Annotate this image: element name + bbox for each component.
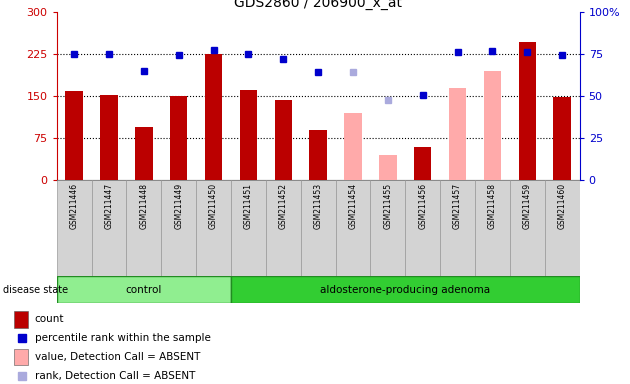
- Text: disease state: disease state: [3, 285, 68, 295]
- Bar: [205, 54, 222, 180]
- FancyBboxPatch shape: [91, 180, 127, 276]
- Text: GSM211455: GSM211455: [384, 184, 392, 230]
- Bar: [100, 95, 118, 180]
- Bar: [449, 88, 466, 180]
- Bar: [344, 113, 362, 180]
- Text: value, Detection Call = ABSENT: value, Detection Call = ABSENT: [35, 353, 200, 362]
- FancyBboxPatch shape: [475, 180, 510, 276]
- FancyBboxPatch shape: [370, 180, 405, 276]
- Text: GSM211457: GSM211457: [453, 184, 462, 230]
- Text: GSM211454: GSM211454: [348, 184, 357, 230]
- FancyBboxPatch shape: [405, 180, 440, 276]
- Bar: [14, 349, 28, 366]
- Text: GSM211448: GSM211448: [139, 184, 148, 229]
- Text: GSM211460: GSM211460: [558, 184, 566, 230]
- Bar: [379, 155, 396, 180]
- Text: rank, Detection Call = ABSENT: rank, Detection Call = ABSENT: [35, 371, 195, 381]
- Bar: [553, 97, 571, 180]
- Title: GDS2860 / 206900_x_at: GDS2860 / 206900_x_at: [234, 0, 402, 10]
- Text: GSM211451: GSM211451: [244, 184, 253, 229]
- Text: GSM211447: GSM211447: [105, 184, 113, 230]
- Text: aldosterone-producing adenoma: aldosterone-producing adenoma: [320, 285, 490, 295]
- Text: control: control: [125, 285, 162, 295]
- Bar: [414, 147, 432, 180]
- FancyBboxPatch shape: [336, 180, 370, 276]
- Bar: [135, 127, 152, 180]
- Bar: [309, 130, 327, 180]
- FancyBboxPatch shape: [161, 180, 196, 276]
- FancyBboxPatch shape: [266, 180, 301, 276]
- Text: GSM211456: GSM211456: [418, 184, 427, 230]
- FancyBboxPatch shape: [57, 180, 91, 276]
- Text: GSM211458: GSM211458: [488, 184, 497, 229]
- Text: GSM211446: GSM211446: [70, 184, 79, 230]
- Bar: [239, 90, 257, 180]
- FancyBboxPatch shape: [510, 180, 545, 276]
- FancyBboxPatch shape: [231, 276, 580, 303]
- Bar: [170, 96, 188, 180]
- Bar: [14, 311, 28, 328]
- FancyBboxPatch shape: [545, 180, 580, 276]
- Bar: [518, 43, 536, 180]
- Bar: [484, 71, 501, 180]
- FancyBboxPatch shape: [57, 276, 231, 303]
- Text: percentile rank within the sample: percentile rank within the sample: [35, 333, 210, 343]
- Text: GSM211452: GSM211452: [279, 184, 288, 229]
- Text: GSM211449: GSM211449: [175, 184, 183, 230]
- FancyBboxPatch shape: [231, 180, 266, 276]
- Text: GSM211453: GSM211453: [314, 184, 323, 230]
- Text: GSM211459: GSM211459: [523, 184, 532, 230]
- Bar: [66, 91, 83, 180]
- FancyBboxPatch shape: [301, 180, 336, 276]
- Text: GSM211450: GSM211450: [209, 184, 218, 230]
- FancyBboxPatch shape: [440, 180, 475, 276]
- FancyBboxPatch shape: [196, 180, 231, 276]
- FancyBboxPatch shape: [127, 180, 161, 276]
- Text: count: count: [35, 314, 64, 324]
- Bar: [275, 100, 292, 180]
